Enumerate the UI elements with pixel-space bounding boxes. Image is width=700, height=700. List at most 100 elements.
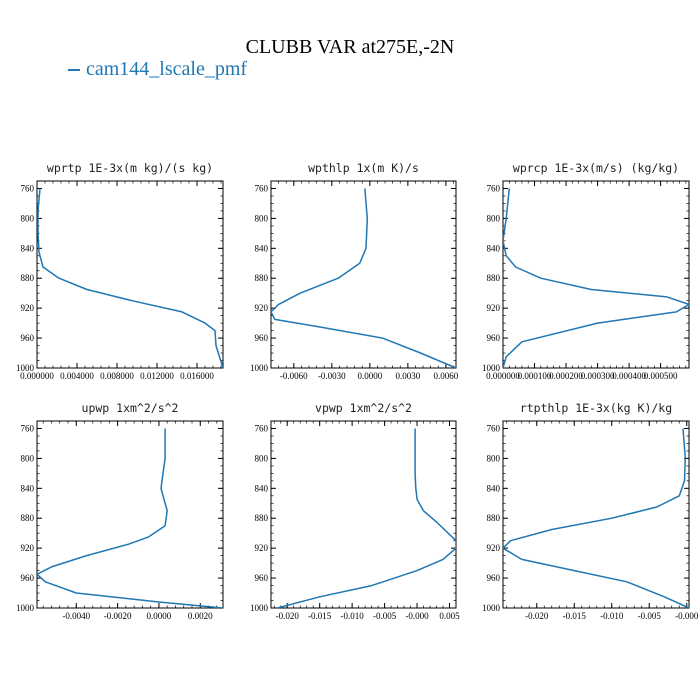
panel-3: wprcp 1E-3x(m/s) (kg/kg) 760 800 840 880 920 9… — [482, 161, 690, 381]
y-tick-label: 760 — [21, 423, 35, 433]
x-tick-label: -0.015 — [308, 611, 332, 621]
x-tick-label: -0.020 — [525, 611, 549, 621]
y-tick-label: 880 — [255, 273, 269, 283]
x-tick-label: 0.0020 — [188, 611, 213, 621]
y-tick-label: 880 — [255, 513, 269, 523]
panel-4: upwp 1xm^2/s^2 760 800 840 880 920 960 1000 -0.0… — [16, 401, 224, 621]
panel-title: wprtp 1E-3x(m kg)/(s kg) — [47, 161, 213, 175]
y-tick-label: 960 — [487, 573, 501, 583]
series-line — [277, 428, 456, 608]
y-tick-label: 880 — [487, 513, 501, 523]
y-tick-label: 1000 — [482, 363, 501, 373]
x-tick-label: 0.0030 — [395, 371, 420, 381]
legend-line-swatch — [68, 69, 80, 72]
y-tick-label: 840 — [255, 243, 269, 253]
y-tick-label: 1000 — [16, 363, 35, 373]
x-tick-label: 0.005 — [439, 611, 460, 621]
panel-2: wpthlp 1x(m K)/s 760 800 840 880 920 960 1000 -0… — [250, 161, 459, 381]
x-tick-label: 0.016000 — [180, 371, 214, 381]
panel-6: rtpthlp 1E-3x(kg K)/kg 760 800 840 880 920 960… — [482, 401, 699, 621]
legend-label: cam144_lscale_pmf — [86, 58, 248, 80]
x-tick-label: 0.000000 — [20, 371, 54, 381]
y-tick-label: 920 — [21, 543, 35, 553]
y-tick-label: 960 — [255, 333, 269, 343]
panel-frame — [36, 420, 224, 609]
panel-frame — [270, 180, 457, 369]
x-tick-label: 0.012000 — [140, 371, 174, 381]
panel-frame — [502, 180, 690, 369]
y-tick-label: 1000 — [482, 603, 501, 613]
x-tick-label: 0.000300 — [581, 371, 615, 381]
panel-frame — [270, 420, 457, 609]
y-tick-label: 800 — [487, 453, 501, 463]
x-tick-label: -0.005 — [373, 611, 397, 621]
x-tick-label: 0.0060 — [433, 371, 458, 381]
x-tick-label: -0.005 — [638, 611, 662, 621]
x-tick-label: -0.0040 — [62, 611, 90, 621]
x-tick-label: -0.000 — [405, 611, 429, 621]
y-tick-label: 960 — [21, 333, 35, 343]
x-tick-label: -0.015 — [563, 611, 587, 621]
y-tick-label: 760 — [255, 423, 269, 433]
x-tick-label: -0.000 — [675, 611, 699, 621]
legend: cam144_lscale_pmf — [68, 58, 247, 81]
x-tick-label: -0.010 — [600, 611, 624, 621]
x-tick-label: -0.0060 — [280, 371, 308, 381]
series-line — [37, 188, 223, 368]
x-tick-label: 0.004000 — [60, 371, 94, 381]
y-tick-label: 760 — [21, 183, 35, 193]
y-tick-label: 840 — [21, 243, 35, 253]
y-tick-label: 880 — [21, 513, 35, 523]
panel-5: vpwp 1xm^2/s^2 760 800 840 880 920 960 1000 -0.0… — [250, 401, 460, 621]
y-tick-label: 760 — [487, 183, 501, 193]
y-tick-label: 800 — [21, 453, 35, 463]
x-tick-label: 0.0000 — [357, 371, 382, 381]
y-tick-label: 840 — [487, 483, 501, 493]
figure-title: CLUBB VAR at275E,-2N — [245, 36, 455, 58]
y-tick-label: 960 — [21, 573, 35, 583]
y-tick-label: 760 — [487, 423, 501, 433]
series-line — [271, 188, 456, 368]
y-tick-label: 880 — [21, 273, 35, 283]
y-tick-label: 920 — [255, 543, 269, 553]
x-tick-label: 0.000100 — [518, 371, 552, 381]
y-tick-label: 800 — [21, 213, 35, 223]
y-tick-label: 800 — [255, 453, 269, 463]
y-tick-label: 760 — [255, 183, 269, 193]
y-tick-label: 920 — [255, 303, 269, 313]
y-tick-label: 840 — [255, 483, 269, 493]
panel-1: wprtp 1E-3x(m kg)/(s kg) 760 800 840 880 920 9… — [16, 161, 224, 381]
x-tick-label: 0.0000 — [147, 611, 172, 621]
y-tick-label: 960 — [255, 573, 269, 583]
x-tick-label: 0.000000 — [486, 371, 520, 381]
x-tick-label: 0.008000 — [100, 371, 134, 381]
panel-frame — [36, 180, 224, 369]
panel-title: upwp 1xm^2/s^2 — [82, 401, 179, 415]
series-line — [503, 428, 689, 608]
series-line — [503, 188, 689, 368]
panel-title: wpthlp 1x(m K)/s — [308, 161, 419, 175]
y-tick-label: 1000 — [250, 603, 269, 613]
x-tick-label: -0.020 — [276, 611, 300, 621]
panel-frame — [502, 420, 690, 609]
panel-title: rtpthlp 1E-3x(kg K)/kg — [520, 401, 672, 415]
y-tick-label: 840 — [487, 243, 501, 253]
y-tick-label: 960 — [487, 333, 501, 343]
y-tick-label: 1000 — [16, 603, 35, 613]
y-tick-label: 920 — [487, 303, 501, 313]
y-tick-label: 880 — [487, 273, 501, 283]
panel-title: wprcp 1E-3x(m/s) (kg/kg) — [513, 161, 679, 175]
y-tick-label: 800 — [255, 213, 269, 223]
y-tick-label: 920 — [21, 303, 35, 313]
x-tick-label: 0.000500 — [644, 371, 678, 381]
y-tick-label: 920 — [487, 543, 501, 553]
panel-title: vpwp 1xm^2/s^2 — [315, 401, 412, 415]
y-tick-label: 840 — [21, 483, 35, 493]
series-line — [37, 428, 223, 608]
y-tick-label: 800 — [487, 213, 501, 223]
x-tick-label: -0.0020 — [104, 611, 132, 621]
x-tick-label: -0.010 — [341, 611, 365, 621]
x-tick-label: -0.0030 — [318, 371, 346, 381]
